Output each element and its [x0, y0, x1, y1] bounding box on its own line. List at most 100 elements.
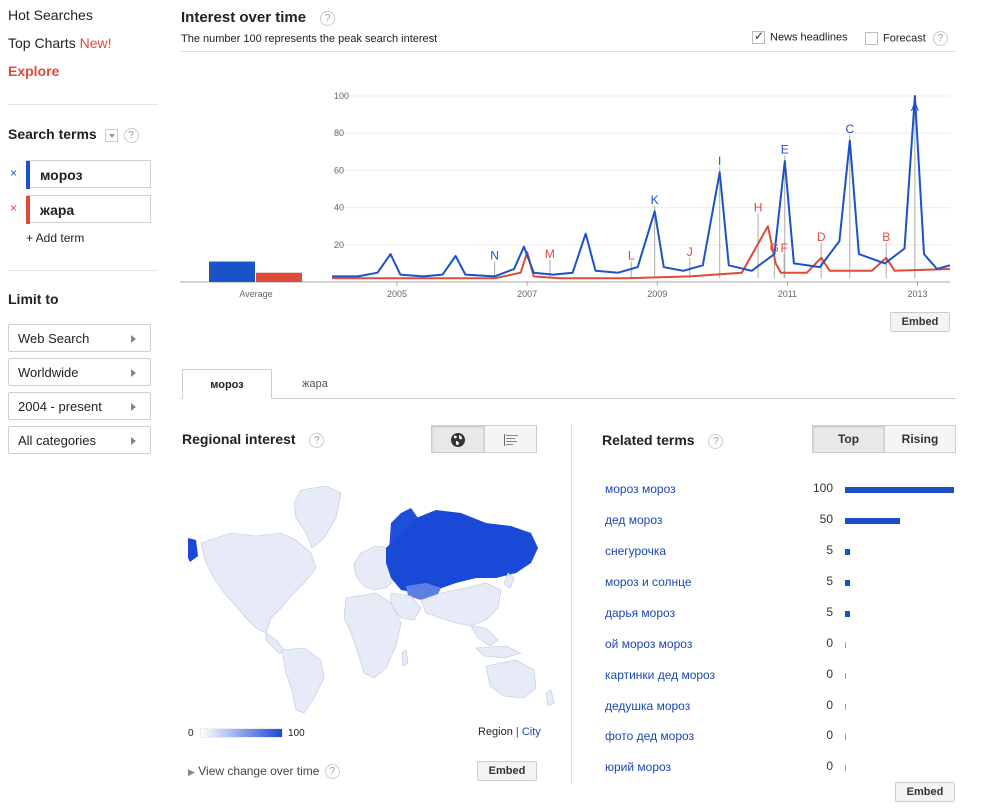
- nav-top-charts-label: Top Charts: [8, 35, 76, 51]
- related-term-link[interactable]: дед мороз: [605, 513, 663, 527]
- related-term-value: 5: [826, 543, 833, 557]
- remove-term-icon[interactable]: ×: [10, 166, 18, 180]
- limit-category[interactable]: All categories: [8, 426, 151, 454]
- related-term-link[interactable]: картинки дед мороз: [605, 668, 716, 682]
- nav-top-charts[interactable]: Top Charts New!: [8, 35, 112, 51]
- map-new-zealand: [545, 689, 555, 707]
- related-term-row[interactable]: дед мороз 50: [602, 510, 956, 532]
- news-marker[interactable]: F: [780, 241, 787, 255]
- tab-term-1[interactable]: мороз: [182, 369, 272, 399]
- region-option[interactable]: Region: [478, 726, 513, 738]
- limit-heading: Limit to: [8, 291, 59, 307]
- related-term-link[interactable]: мороз и солнце: [605, 575, 692, 589]
- related-term-bar: [845, 642, 846, 648]
- related-term-link[interactable]: дарья мороз: [605, 606, 676, 620]
- list-view-button[interactable]: [484, 425, 537, 453]
- tab-baseline: [180, 398, 956, 399]
- news-marker[interactable]: E: [781, 143, 789, 157]
- related-term-row[interactable]: дедушка мороз 0: [602, 696, 956, 718]
- average-bar: [209, 261, 255, 282]
- related-title-label: Related terms: [602, 432, 695, 448]
- tab-term-2[interactable]: жара: [302, 378, 328, 390]
- related-term-row[interactable]: фото дед мороз 0: [602, 726, 956, 748]
- news-marker[interactable]: N: [490, 249, 499, 263]
- embed-chart-button[interactable]: Embed: [890, 312, 950, 332]
- add-term-link[interactable]: + Add term: [26, 231, 85, 245]
- list-icon: [503, 433, 518, 446]
- related-term-bar: [845, 765, 846, 771]
- related-term-row[interactable]: мороз и солнце 5: [602, 572, 956, 594]
- rising-toggle[interactable]: Rising: [884, 425, 956, 453]
- view-change-toggle[interactable]: ▶ View change over time ?: [188, 764, 340, 780]
- news-marker[interactable]: H: [754, 200, 763, 214]
- related-term-link[interactable]: мороз мороз: [605, 482, 676, 496]
- related-term-bar: [845, 704, 846, 710]
- related-term-link[interactable]: дедушка мороз: [605, 699, 691, 713]
- remove-term-icon[interactable]: ×: [10, 201, 18, 215]
- average-label: Average: [239, 289, 272, 299]
- nav-explore[interactable]: Explore: [8, 63, 60, 79]
- x-tick-label: 2011: [778, 289, 797, 299]
- help-icon[interactable]: ?: [309, 432, 325, 448]
- legend-gradient: [200, 728, 283, 738]
- help-icon[interactable]: ?: [123, 127, 139, 143]
- related-term-row[interactable]: картинки дед мороз 0: [602, 665, 956, 687]
- embed-related-button[interactable]: Embed: [895, 782, 955, 802]
- search-term-label: мороз: [40, 167, 83, 183]
- city-option[interactable]: City: [521, 726, 541, 738]
- limit-time-range[interactable]: 2004 - present: [8, 392, 151, 420]
- forecast-checkbox[interactable]: [865, 32, 878, 45]
- chevron-right-icon: [131, 437, 136, 445]
- view-change-label: View change over time: [198, 764, 320, 778]
- related-term-row[interactable]: снегурочка 5: [602, 541, 956, 563]
- news-marker[interactable]: D: [817, 230, 826, 244]
- dropdown-icon[interactable]: [104, 128, 118, 142]
- related-term-row[interactable]: дарья мороз 5: [602, 603, 956, 625]
- map-view-button[interactable]: [431, 425, 485, 453]
- help-icon[interactable]: ?: [324, 764, 340, 780]
- related-term-row[interactable]: юрий мороз 0: [602, 757, 956, 779]
- news-marker[interactable]: G: [770, 241, 779, 255]
- related-term-link[interactable]: снегурочка: [605, 544, 667, 558]
- news-marker[interactable]: L: [628, 249, 635, 263]
- news-marker[interactable]: C: [845, 122, 854, 136]
- related-term-row[interactable]: мороз мороз 100: [602, 479, 956, 501]
- news-marker[interactable]: K: [651, 193, 659, 207]
- limit-region[interactable]: Worldwide: [8, 358, 151, 386]
- chevron-right-icon: [131, 403, 136, 411]
- related-term-value: 50: [819, 512, 833, 526]
- column-divider: [571, 424, 572, 784]
- related-term-link[interactable]: ой мороз мороз: [605, 637, 693, 651]
- interest-chart[interactable]: 100 80 60 40 20 2005 2007 2009 2011 2013 Average N M…: [180, 88, 951, 303]
- new-badge: New!: [79, 35, 112, 51]
- news-headlines-toggle[interactable]: News headlines: [752, 29, 848, 44]
- related-term-row[interactable]: ой мороз мороз 0: [602, 634, 956, 656]
- search-term-input[interactable]: мороз: [26, 160, 151, 189]
- divider: [8, 270, 158, 271]
- news-marker[interactable]: J: [687, 245, 693, 259]
- embed-map-button[interactable]: Embed: [477, 761, 537, 781]
- news-marker[interactable]: B: [882, 230, 890, 244]
- search-term-input[interactable]: жара: [26, 195, 151, 224]
- map-japan: [503, 572, 515, 589]
- top-toggle[interactable]: Top: [812, 425, 885, 453]
- nav-hot-searches[interactable]: Hot Searches: [8, 7, 93, 23]
- forecast-toggle[interactable]: Forecast ?: [865, 31, 948, 46]
- world-map[interactable]: [186, 478, 560, 716]
- related-term-link[interactable]: юрий мороз: [605, 760, 672, 774]
- term-color-swatch: [26, 161, 30, 189]
- news-marker[interactable]: M: [545, 247, 555, 261]
- news-marker[interactable]: I: [718, 154, 721, 168]
- map-africa: [343, 592, 402, 679]
- help-icon[interactable]: ?: [708, 433, 724, 449]
- limit-search-type[interactable]: Web Search: [8, 324, 151, 352]
- related-term-link[interactable]: фото дед мороз: [605, 729, 695, 743]
- help-icon[interactable]: ?: [320, 10, 336, 26]
- region-city-toggle: Region | City: [478, 726, 541, 738]
- related-term-value: 5: [826, 605, 833, 619]
- news-headlines-checkbox[interactable]: [752, 29, 765, 44]
- help-icon[interactable]: ?: [932, 31, 948, 46]
- y-tick-label: 40: [334, 203, 344, 213]
- x-tick-label: 2005: [387, 289, 407, 299]
- news-marker[interactable]: A: [911, 100, 919, 114]
